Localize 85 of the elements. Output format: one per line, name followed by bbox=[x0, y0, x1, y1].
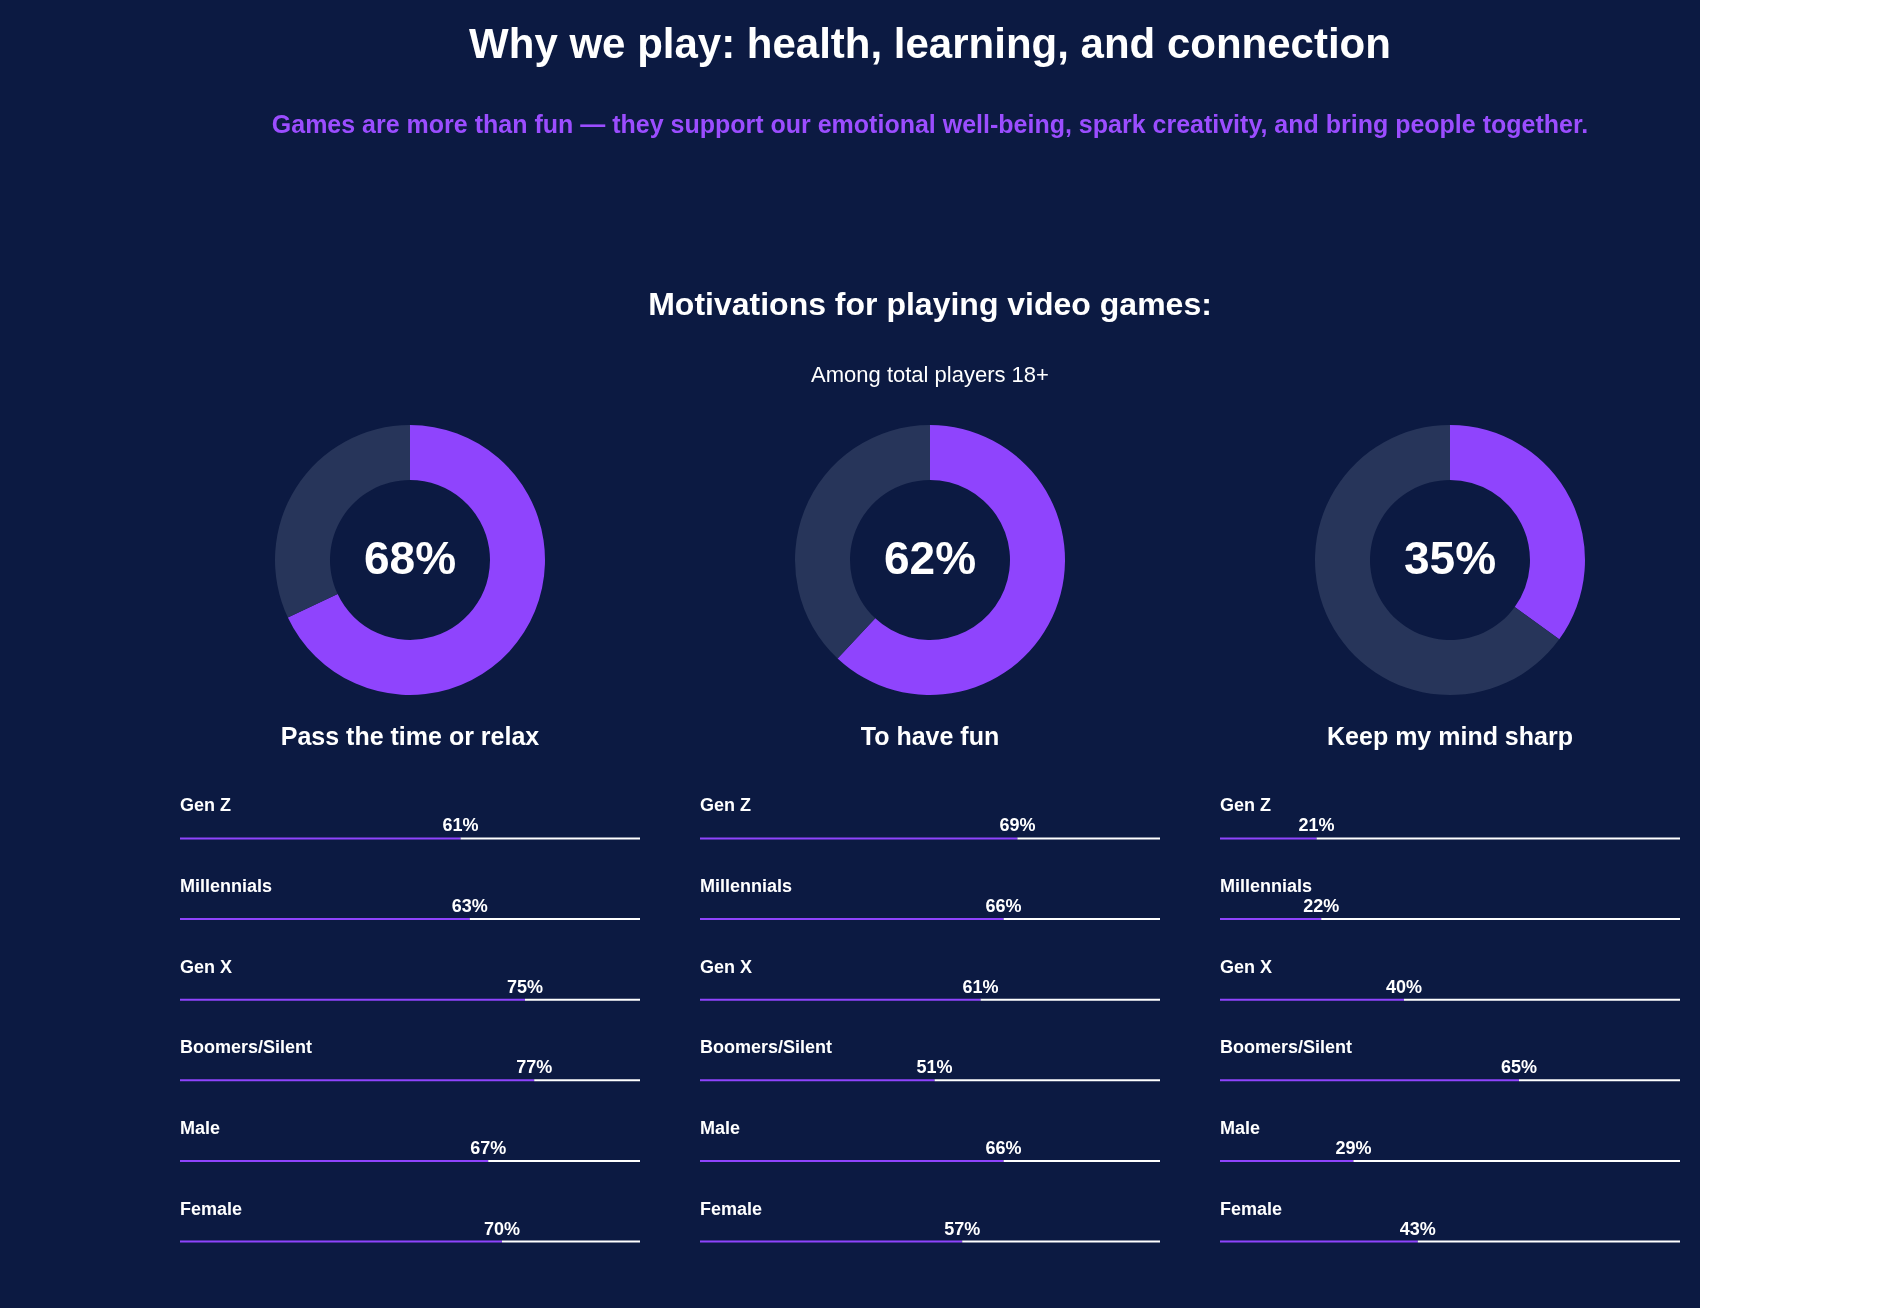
bar bbox=[1417, 1240, 1680, 1243]
bar bbox=[1220, 1079, 1519, 1082]
bar bbox=[180, 837, 461, 840]
category-label: Millennials bbox=[700, 876, 793, 897]
data-label: 43% bbox=[1399, 1218, 1436, 1239]
data-label: 57% bbox=[944, 1218, 981, 1239]
data-label: 77% bbox=[516, 1057, 553, 1078]
data-label: 66% bbox=[985, 896, 1022, 917]
bar bbox=[700, 1240, 963, 1243]
data-label: 35% bbox=[1403, 532, 1497, 584]
bar bbox=[1220, 1159, 1354, 1162]
bar bbox=[180, 1240, 502, 1243]
bar bbox=[1017, 837, 1160, 840]
category-label: Male bbox=[180, 1117, 221, 1138]
text: Among total players 18+ bbox=[811, 362, 1049, 387]
category-label: Male bbox=[700, 1117, 741, 1138]
category-label: Female bbox=[180, 1198, 243, 1219]
data-label: 61% bbox=[442, 815, 479, 836]
donut-slice bbox=[1315, 425, 1560, 695]
bar bbox=[1220, 1240, 1418, 1243]
category-label: Millennials bbox=[1220, 876, 1313, 897]
category-label: Boomers/Silent bbox=[700, 1037, 833, 1058]
category-label: Gen Z bbox=[180, 795, 232, 816]
bar bbox=[460, 837, 640, 840]
bar bbox=[700, 998, 981, 1001]
category-label: Male bbox=[1220, 1117, 1261, 1138]
bar bbox=[534, 1079, 640, 1082]
data-label: 51% bbox=[916, 1057, 953, 1078]
category-label: Boomers/Silent bbox=[1220, 1037, 1353, 1058]
text: Games are more than fun — they support our emotional well-being, spark creativity, and bring people together. bbox=[271, 110, 1589, 138]
bar bbox=[700, 837, 1018, 840]
bar bbox=[700, 918, 1004, 921]
bar bbox=[700, 1159, 1004, 1162]
category-label: Female bbox=[1220, 1198, 1283, 1219]
category-label: Gen X bbox=[1220, 956, 1273, 977]
data-label: 40% bbox=[1385, 976, 1423, 997]
bar bbox=[1220, 837, 1317, 840]
data-label: 62% bbox=[883, 532, 977, 584]
data-label: 67% bbox=[470, 1137, 507, 1158]
category-label: Millennials bbox=[180, 876, 273, 897]
bar bbox=[180, 918, 470, 921]
bar bbox=[1316, 837, 1680, 840]
bar bbox=[1519, 1079, 1680, 1082]
bar bbox=[180, 1159, 489, 1162]
text: Why we play: health, learning, and connection bbox=[469, 20, 1391, 67]
bar bbox=[1321, 918, 1680, 921]
text: To have fun bbox=[860, 722, 1000, 750]
bar bbox=[1003, 918, 1160, 921]
bar bbox=[1220, 998, 1404, 1001]
bar bbox=[180, 1079, 535, 1082]
data-label: 22% bbox=[1303, 896, 1340, 917]
bar bbox=[1353, 1159, 1680, 1162]
data-label: 65% bbox=[1500, 1057, 1538, 1078]
data-label: 29% bbox=[1335, 1137, 1372, 1158]
data-label: 69% bbox=[999, 815, 1036, 836]
text: Motivations for playing video games: bbox=[648, 286, 1212, 322]
bar bbox=[700, 1079, 935, 1082]
bar bbox=[469, 918, 640, 921]
bar bbox=[1003, 1159, 1160, 1162]
text: Pass the time or relax bbox=[280, 722, 540, 750]
bar bbox=[525, 998, 640, 1001]
category-label: Female bbox=[700, 1198, 763, 1219]
category-label: Gen X bbox=[700, 956, 753, 977]
bar bbox=[962, 1240, 1160, 1243]
bar bbox=[180, 998, 525, 1001]
bar bbox=[488, 1159, 640, 1162]
data-label: 66% bbox=[985, 1137, 1022, 1158]
category-label: Gen X bbox=[180, 956, 233, 977]
data-label: 70% bbox=[483, 1218, 521, 1239]
category-label: Gen Z bbox=[700, 795, 752, 816]
donut-slice bbox=[287, 425, 545, 695]
text: Keep my mind sharp bbox=[1327, 722, 1573, 750]
category-label: Boomers/Silent bbox=[180, 1037, 313, 1058]
bar bbox=[1404, 998, 1680, 1001]
category-label: Gen Z bbox=[1220, 795, 1272, 816]
donut-slice bbox=[837, 425, 1065, 695]
bar bbox=[934, 1079, 1160, 1082]
bar bbox=[980, 998, 1160, 1001]
data-label: 75% bbox=[506, 976, 544, 997]
bar bbox=[1220, 918, 1322, 921]
data-label: 63% bbox=[451, 896, 488, 917]
bar bbox=[502, 1240, 640, 1243]
data-label: 61% bbox=[962, 976, 999, 997]
data-label: 21% bbox=[1298, 815, 1335, 836]
data-label: 68% bbox=[363, 532, 457, 584]
